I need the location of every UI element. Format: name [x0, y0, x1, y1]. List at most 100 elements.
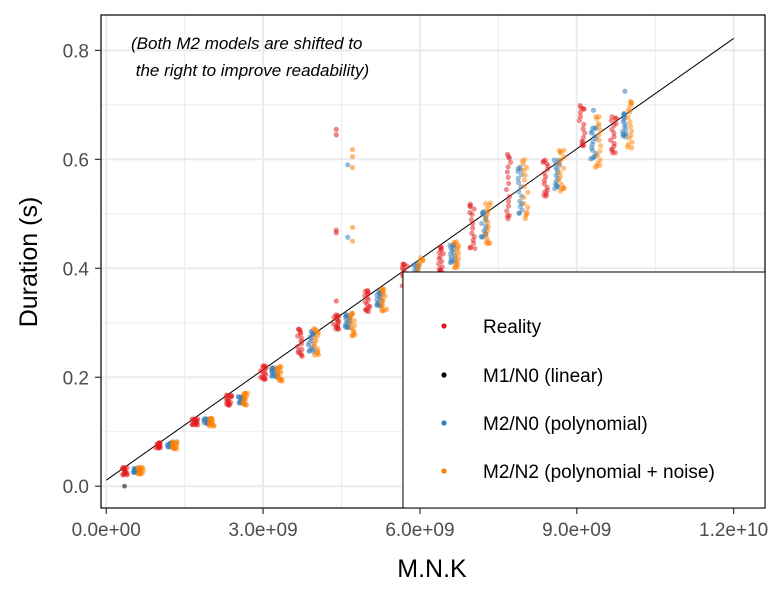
- data-point: [467, 209, 473, 216]
- y-tick-label: 0.4: [63, 259, 90, 280]
- data-point: [557, 169, 563, 175]
- data-point: [608, 117, 614, 124]
- data-point: [228, 392, 235, 399]
- series-0-points: [119, 103, 619, 478]
- data-point: [351, 322, 358, 328]
- outlier-point: [590, 107, 597, 113]
- data-point: [580, 134, 587, 140]
- data-point: [522, 215, 529, 222]
- data-point: [469, 230, 475, 236]
- legend-label: M2/N2 (polynomial + noise): [483, 462, 715, 483]
- data-point: [596, 132, 602, 138]
- data-point: [508, 159, 514, 165]
- x-tick-label: 6.0e+09: [385, 520, 454, 541]
- data-point: [561, 165, 567, 171]
- data-point: [505, 198, 512, 205]
- data-point: [506, 180, 512, 187]
- axes: 0.0e+00 3.0e+09 6.0e+09 9.0e+09 1.2e+10 0.0 0.…: [63, 41, 769, 541]
- data-point: [612, 115, 619, 121]
- data-point: [553, 165, 559, 171]
- data-point: [472, 245, 478, 252]
- data-point: [263, 363, 269, 369]
- data-point: [505, 164, 511, 170]
- data-point: [135, 464, 141, 471]
- data-point: [470, 225, 476, 231]
- x-tick-label: 0.0e+00: [72, 520, 141, 541]
- data-point: [524, 165, 530, 171]
- data-point: [351, 317, 357, 324]
- data-points: [119, 88, 635, 489]
- data-point: [596, 137, 602, 143]
- data-point: [517, 164, 523, 170]
- data-point: [400, 261, 406, 267]
- data-point: [269, 365, 275, 371]
- y-tick-label: 0.2: [63, 368, 89, 389]
- data-point: [521, 177, 527, 183]
- data-point: [277, 363, 283, 370]
- legend-label: M1/N0 (linear): [483, 366, 603, 387]
- data-point: [541, 170, 547, 176]
- data-point: [516, 189, 522, 195]
- y-tick-label: 0.0: [63, 477, 89, 498]
- data-point: [524, 209, 530, 215]
- data-point: [344, 312, 350, 318]
- outlier-point: [349, 154, 356, 160]
- outlier-point: [349, 238, 356, 244]
- x-tick-label: 9.0e+09: [542, 520, 611, 541]
- data-point: [440, 251, 446, 257]
- data-point: [578, 105, 584, 111]
- data-point: [595, 120, 602, 127]
- data-point: [156, 440, 163, 446]
- data-point: [597, 127, 603, 133]
- data-point: [628, 99, 635, 105]
- y-tick-label: 0.6: [63, 150, 89, 171]
- data-point: [558, 157, 564, 163]
- legend-box: [402, 271, 766, 509]
- legend-key: [441, 420, 447, 426]
- data-point: [551, 157, 557, 163]
- data-point: [467, 203, 473, 209]
- outlier-point: [345, 234, 351, 240]
- data-point: [608, 137, 614, 143]
- data-point: [122, 483, 127, 489]
- data-point: [439, 264, 445, 270]
- legend-key: [441, 468, 447, 474]
- data-point: [438, 244, 444, 250]
- data-point: [561, 147, 567, 153]
- data-point: [576, 118, 582, 124]
- outlier-point: [349, 146, 356, 153]
- data-point: [521, 194, 527, 201]
- data-point: [364, 287, 371, 293]
- data-point: [556, 147, 562, 154]
- data-point: [559, 181, 565, 188]
- data-point: [223, 392, 230, 398]
- data-point: [597, 157, 603, 163]
- data-point: [522, 172, 528, 178]
- data-point: [625, 114, 631, 121]
- data-point: [629, 139, 635, 145]
- x-tick-label: 1.2e+10: [699, 520, 768, 541]
- data-point: [330, 321, 337, 327]
- outlier-point: [333, 230, 339, 236]
- data-point: [581, 121, 587, 128]
- data-point: [597, 148, 603, 154]
- data-point: [195, 416, 201, 422]
- data-point: [333, 312, 339, 318]
- data-point: [577, 109, 584, 115]
- data-point: [170, 439, 176, 445]
- data-point: [311, 326, 317, 332]
- data-point: [468, 217, 474, 223]
- data-point: [485, 224, 491, 230]
- x-axis-title: M.N.K: [397, 555, 467, 583]
- legend-label: M2/N0 (polynomial): [483, 414, 648, 435]
- data-point: [504, 213, 511, 219]
- data-point: [470, 221, 476, 227]
- data-point: [628, 132, 634, 138]
- legend-label: Reality: [483, 317, 542, 338]
- data-point: [628, 128, 635, 134]
- data-point: [483, 215, 489, 222]
- legend-key: [441, 323, 447, 329]
- data-point: [557, 173, 563, 180]
- data-point: [479, 220, 485, 227]
